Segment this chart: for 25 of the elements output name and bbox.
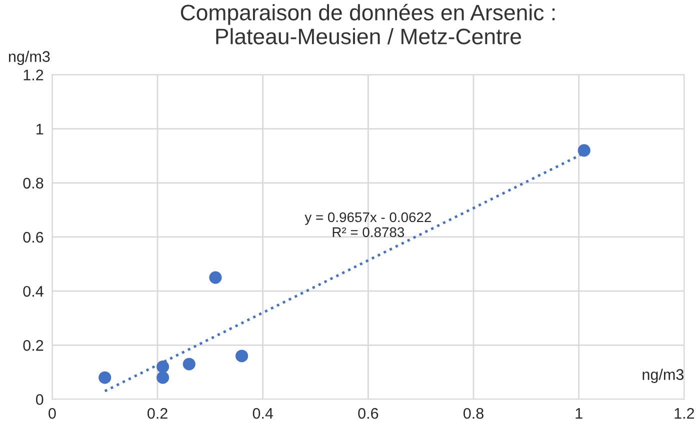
y-axis-title: ng/m3 xyxy=(8,50,50,65)
y-tick-label: 1.2 xyxy=(24,70,44,80)
point xyxy=(98,371,112,384)
x-axis-title: ng/m3 xyxy=(642,368,684,384)
x-tick-label: 0.6 xyxy=(358,408,378,419)
point xyxy=(236,350,248,362)
x-tick-label: 0.4 xyxy=(252,408,274,419)
point xyxy=(209,271,222,284)
point xyxy=(578,144,590,157)
point xyxy=(156,360,170,374)
y-tick-label: 0.2 xyxy=(23,340,44,351)
y-tick-label: 0.4 xyxy=(23,286,44,297)
point xyxy=(182,358,196,370)
x-tick-label: 0.8 xyxy=(463,408,484,419)
y-tick-label: 1 xyxy=(36,124,44,134)
chart-title: Comparaison de données en Arsenic : Plateau-Meusien / Metz-Centre xyxy=(180,4,555,44)
x-tick-label: 1 xyxy=(576,408,582,419)
x-tick-label: 0.2 xyxy=(148,408,168,419)
point xyxy=(156,371,170,384)
x-tick-label: 0 xyxy=(48,408,56,419)
annotation: y = 0.9657x - 0.0622 R² = 0.8783 xyxy=(304,212,431,238)
y-tick-label: 0.6 xyxy=(23,232,44,243)
x-tick-label: 1.2 xyxy=(674,408,694,419)
y-tick-label: 0 xyxy=(36,394,44,405)
y-tick-label: 0.8 xyxy=(23,178,44,189)
